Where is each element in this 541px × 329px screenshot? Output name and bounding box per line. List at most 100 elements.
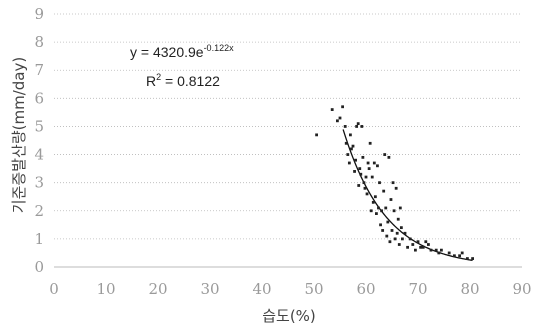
x-tick-label: 40 bbox=[252, 280, 271, 298]
data-point bbox=[355, 125, 359, 128]
data-point bbox=[354, 158, 357, 162]
x-tick-label: 60 bbox=[356, 280, 375, 298]
data-point bbox=[388, 240, 392, 244]
data-point bbox=[399, 226, 403, 230]
data-point bbox=[394, 186, 398, 190]
y-tick-label: 8 bbox=[34, 33, 44, 51]
data-point bbox=[393, 237, 397, 241]
x-tick-label: 10 bbox=[96, 280, 115, 298]
data-point bbox=[385, 234, 389, 238]
data-point bbox=[341, 105, 344, 109]
data-point bbox=[344, 141, 348, 145]
data-point bbox=[434, 248, 438, 252]
x-tick-label: 70 bbox=[408, 280, 427, 298]
data-point bbox=[453, 254, 456, 258]
data-point bbox=[382, 189, 386, 193]
data-point bbox=[392, 209, 396, 213]
data-point bbox=[375, 212, 378, 215]
data-point bbox=[406, 245, 409, 249]
data-point bbox=[458, 254, 461, 258]
x-tick-label: 50 bbox=[304, 280, 323, 298]
exponential-trendline bbox=[342, 129, 473, 262]
data-point bbox=[414, 248, 417, 252]
data-point bbox=[315, 133, 318, 137]
trendline-equation: y = 4320.9e-0.122x bbox=[130, 43, 234, 60]
r-squared-label: R2 = 0.8122 bbox=[146, 72, 220, 89]
data-point bbox=[372, 161, 376, 165]
y-tick-label: 4 bbox=[34, 146, 44, 164]
data-point bbox=[396, 217, 400, 221]
data-point bbox=[401, 237, 404, 241]
data-point bbox=[383, 153, 387, 156]
data-point bbox=[357, 184, 361, 187]
data-point bbox=[398, 206, 402, 210]
data-point bbox=[370, 175, 374, 179]
x-tick-label: 80 bbox=[460, 280, 479, 298]
data-point bbox=[380, 209, 383, 213]
data-point bbox=[377, 206, 380, 210]
data-point bbox=[346, 153, 350, 156]
x-axis-title: 습도(%) bbox=[262, 307, 316, 325]
data-point bbox=[368, 141, 372, 145]
data-point bbox=[440, 248, 443, 252]
data-point bbox=[391, 181, 395, 185]
data-point bbox=[360, 125, 364, 128]
data-point bbox=[365, 192, 369, 196]
data-point bbox=[373, 195, 377, 199]
data-point bbox=[358, 167, 362, 171]
y-tick-label: 1 bbox=[34, 230, 44, 248]
data-point bbox=[343, 125, 347, 128]
data-point bbox=[362, 181, 366, 185]
y-tick-label: 2 bbox=[34, 202, 44, 220]
x-tick-label: 20 bbox=[148, 280, 167, 298]
data-point bbox=[429, 248, 433, 252]
data-point bbox=[351, 144, 355, 148]
data-point bbox=[381, 229, 385, 232]
data-point bbox=[416, 240, 420, 244]
data-point bbox=[437, 251, 441, 255]
data-point bbox=[408, 237, 412, 241]
x-tick-label: 0 bbox=[49, 280, 59, 298]
data-point bbox=[390, 229, 394, 232]
data-point bbox=[359, 172, 363, 176]
data-point bbox=[386, 220, 390, 224]
y-tick-label: 0 bbox=[34, 258, 44, 276]
y-tick-label: 9 bbox=[34, 5, 44, 23]
data-point bbox=[349, 133, 352, 137]
y-axis-title: 기준증발산량(mm/day) bbox=[10, 57, 28, 213]
data-point bbox=[411, 243, 415, 246]
data-point bbox=[371, 200, 375, 204]
data-point bbox=[347, 161, 351, 165]
data-point bbox=[384, 206, 388, 210]
data-point bbox=[379, 223, 382, 227]
data-point bbox=[460, 251, 464, 255]
data-point bbox=[421, 245, 425, 249]
data-point bbox=[419, 245, 422, 249]
data-point bbox=[376, 164, 379, 168]
data-point bbox=[427, 243, 430, 246]
grid-lines bbox=[54, 13, 522, 268]
data-point bbox=[364, 175, 368, 179]
data-point bbox=[363, 186, 367, 190]
data-point bbox=[471, 257, 474, 260]
data-point bbox=[350, 147, 353, 151]
data-point bbox=[395, 231, 399, 235]
data-point bbox=[387, 155, 391, 159]
data-point bbox=[447, 251, 451, 255]
data-point bbox=[353, 170, 356, 173]
y-tick-label: 5 bbox=[34, 117, 44, 135]
data-point bbox=[466, 257, 469, 260]
data-point bbox=[397, 243, 401, 246]
data-point bbox=[338, 116, 342, 120]
data-point bbox=[356, 122, 360, 126]
data-point bbox=[389, 198, 393, 201]
y-tick-label: 6 bbox=[34, 89, 44, 107]
data-point bbox=[367, 167, 371, 171]
data-point bbox=[366, 161, 370, 165]
data-point bbox=[361, 155, 365, 159]
y-tick-label: 7 bbox=[34, 61, 44, 79]
data-point bbox=[330, 108, 334, 111]
x-tick-label: 30 bbox=[200, 280, 219, 298]
